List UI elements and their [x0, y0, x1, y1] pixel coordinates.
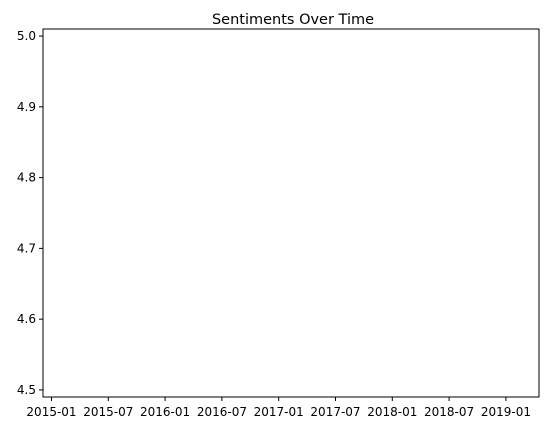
x-tick-label: 2017-07 — [310, 405, 360, 419]
plot-area — [42, 28, 540, 398]
x-tick-label: 2016-07 — [197, 405, 247, 419]
y-tick-label: 4.9 — [17, 100, 36, 114]
x-tick-label: 2016-01 — [140, 405, 190, 419]
x-tick-label: 2015-01 — [26, 405, 76, 419]
y-tick-label: 4.7 — [17, 241, 36, 255]
y-tick-label: 4.5 — [17, 383, 36, 397]
x-axis: 2015-01 2015-07 2016-01 2016-07 2017-01 2017-… — [26, 397, 531, 419]
x-tick-label: 2017-01 — [254, 405, 304, 419]
y-tick-label: 4.6 — [17, 312, 36, 326]
x-tick-label: 2018-07 — [424, 405, 474, 419]
y-axis: 4.5 4.6 4.7 4.8 4.9 5.0 — [17, 29, 43, 397]
y-tick-label: 4.8 — [17, 171, 36, 185]
x-tick-label: 2018-01 — [367, 405, 417, 419]
y-tick-label: 5.0 — [17, 29, 36, 43]
x-tick-label: 2015-07 — [83, 405, 133, 419]
chart-title: Sentiments Over Time — [212, 12, 374, 28]
x-tick-label: 2019-01 — [481, 405, 531, 419]
